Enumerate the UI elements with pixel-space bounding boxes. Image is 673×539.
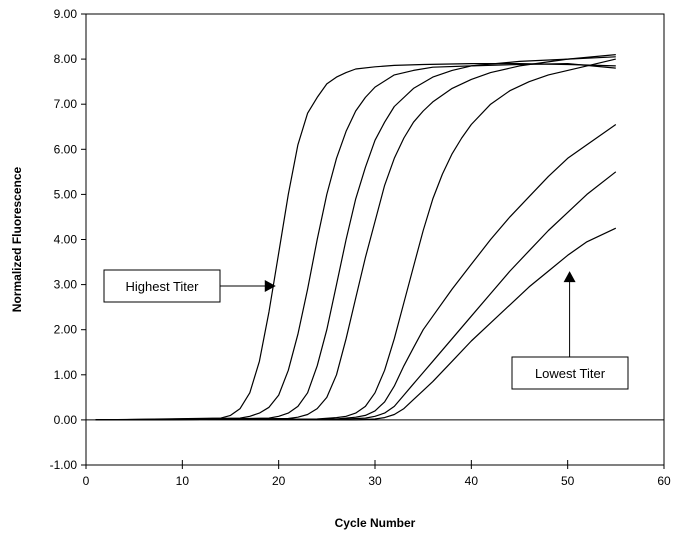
series-line-7 xyxy=(95,171,617,421)
series-line-3 xyxy=(95,56,616,421)
annotation-layer: Highest Titer Lowest Titer xyxy=(103,269,629,390)
x-tick-label: 50 xyxy=(561,474,575,488)
y-tick-label: 2.00 xyxy=(54,323,78,337)
x-tick-label: 20 xyxy=(272,474,286,488)
y-tick-label: -1.00 xyxy=(50,458,78,472)
x-tick-label: 30 xyxy=(368,474,382,488)
x-tick-label: 0 xyxy=(83,474,90,488)
x-tick-label: 60 xyxy=(657,474,671,488)
annotation-box-lowest xyxy=(511,356,629,390)
y-axis: -1.00 0.00 1.00 2.00 3.00 4.00 5.00 6.00 7.00 8.0… xyxy=(50,7,86,472)
series-line-4 xyxy=(95,54,616,421)
annotation-box-highest xyxy=(103,269,221,303)
series-layer xyxy=(95,54,617,421)
x-axis-title: Cycle Number xyxy=(335,516,416,530)
y-tick-label: 1.00 xyxy=(54,368,78,382)
y-tick-label: 9.00 xyxy=(54,7,78,21)
series-line-1 xyxy=(95,63,616,421)
y-tick-label: 7.00 xyxy=(54,97,78,111)
series-line-8 xyxy=(95,227,617,421)
y-tick-label: 3.00 xyxy=(54,278,78,292)
series-line-5 xyxy=(95,58,616,421)
series-line-6 xyxy=(95,124,617,421)
y-tick-label: 6.00 xyxy=(54,142,78,156)
annotation-arrowhead xyxy=(264,280,276,292)
x-tick-label: 40 xyxy=(465,474,479,488)
y-tick-label: 8.00 xyxy=(54,52,78,66)
annotation-text-lowest: Lowest Titer xyxy=(535,366,606,381)
series-line-2 xyxy=(95,63,616,421)
y-tick-label: 0.00 xyxy=(54,413,78,427)
annotation-text-highest: Highest Titer xyxy=(126,279,200,294)
x-tick-label: 10 xyxy=(176,474,190,488)
y-tick-label: 4.00 xyxy=(54,233,78,247)
y-tick-label: 5.00 xyxy=(54,187,78,201)
x-axis: 0 10 20 30 40 50 60 xyxy=(83,419,671,488)
annotation-arrowhead xyxy=(563,271,576,283)
y-axis-title: Normalized Fluorescence xyxy=(10,166,24,312)
